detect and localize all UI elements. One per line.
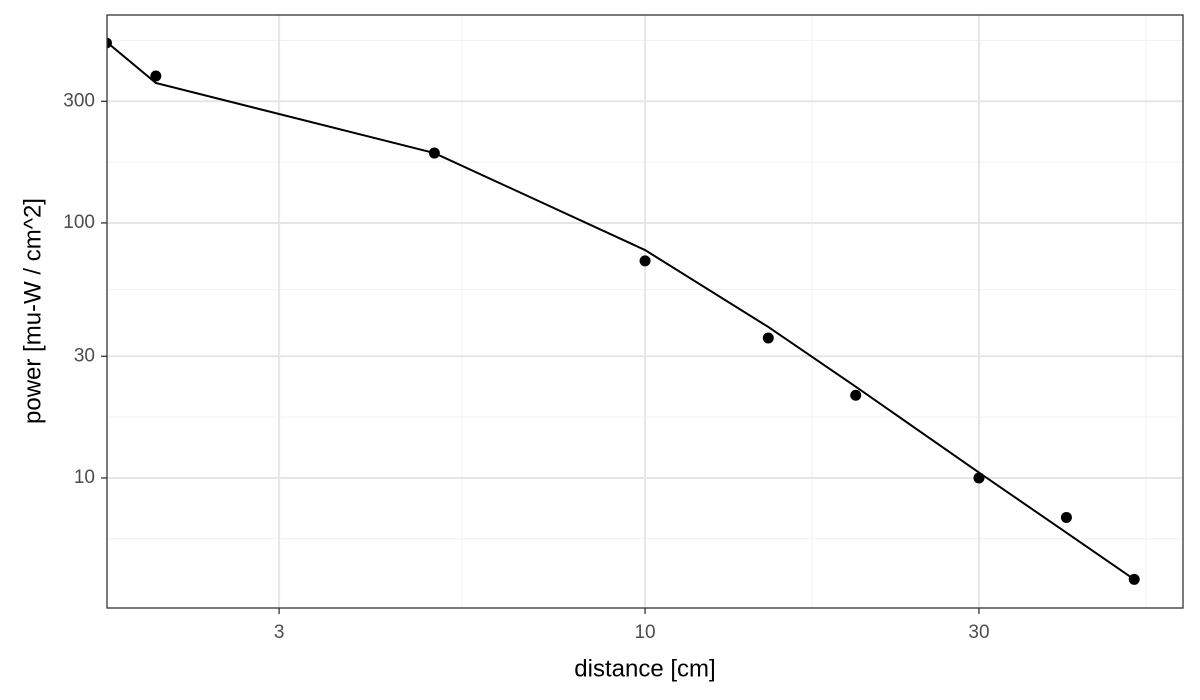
y-axis-title: power [mu-W / cm^2] [19, 198, 46, 424]
x-tick-label: 30 [968, 622, 989, 643]
x-tick-label: 3 [274, 622, 285, 643]
y-tick-label: 30 [74, 345, 95, 366]
data-point [639, 255, 651, 267]
marks [107, 37, 1140, 585]
grid [107, 15, 1183, 608]
x-axis-title: distance [cm] [574, 655, 715, 682]
x-tick-label: 10 [634, 622, 655, 643]
y-tick-label: 10 [74, 467, 95, 488]
fit-line [107, 41, 1135, 581]
data-point [762, 332, 774, 344]
data-point [150, 70, 162, 82]
data-point [850, 389, 862, 401]
y-tick-label: 300 [63, 90, 95, 111]
data-point [1060, 511, 1072, 523]
y-tick-label: 100 [63, 212, 95, 233]
